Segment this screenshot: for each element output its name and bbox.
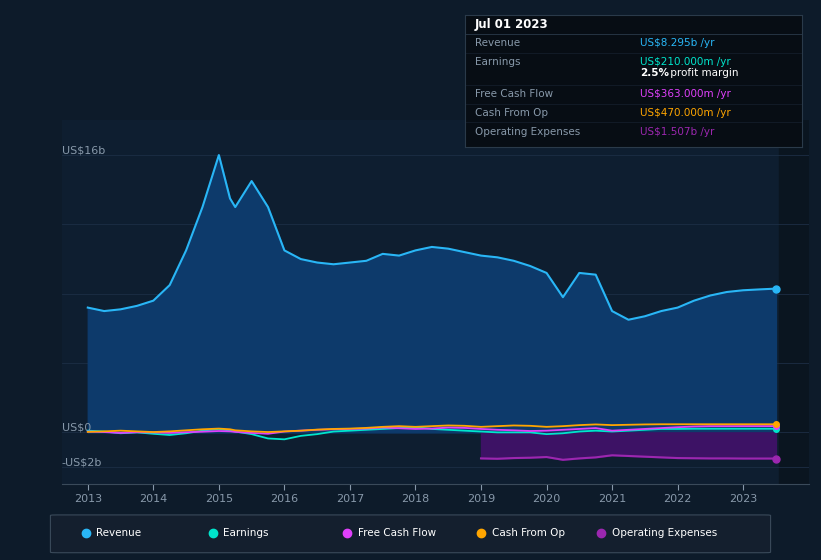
Text: Cash From Op: Cash From Op	[475, 108, 548, 118]
Text: Cash From Op: Cash From Op	[492, 529, 565, 538]
Text: Revenue: Revenue	[475, 38, 521, 48]
Text: Free Cash Flow: Free Cash Flow	[358, 529, 436, 538]
Text: US$8.295b /yr: US$8.295b /yr	[640, 38, 715, 48]
Text: Operating Expenses: Operating Expenses	[612, 529, 717, 538]
Text: 2.5%: 2.5%	[640, 68, 669, 78]
Text: Earnings: Earnings	[475, 57, 521, 67]
Text: US$1.507b /yr: US$1.507b /yr	[640, 127, 714, 137]
Text: US$16b: US$16b	[62, 145, 105, 155]
Text: US$363.000m /yr: US$363.000m /yr	[640, 89, 732, 99]
Text: -US$2b: -US$2b	[62, 457, 102, 467]
Text: Earnings: Earnings	[223, 529, 269, 538]
Text: profit margin: profit margin	[667, 68, 739, 78]
Text: US$0: US$0	[62, 422, 91, 432]
Text: US$470.000m /yr: US$470.000m /yr	[640, 108, 731, 118]
Bar	[779, 120, 809, 484]
Text: Revenue: Revenue	[96, 529, 141, 538]
Text: Jul 01 2023: Jul 01 2023	[475, 18, 548, 31]
Text: Operating Expenses: Operating Expenses	[475, 127, 580, 137]
Text: US$210.000m /yr: US$210.000m /yr	[640, 57, 731, 67]
FancyBboxPatch shape	[50, 515, 771, 553]
Text: Free Cash Flow: Free Cash Flow	[475, 89, 553, 99]
